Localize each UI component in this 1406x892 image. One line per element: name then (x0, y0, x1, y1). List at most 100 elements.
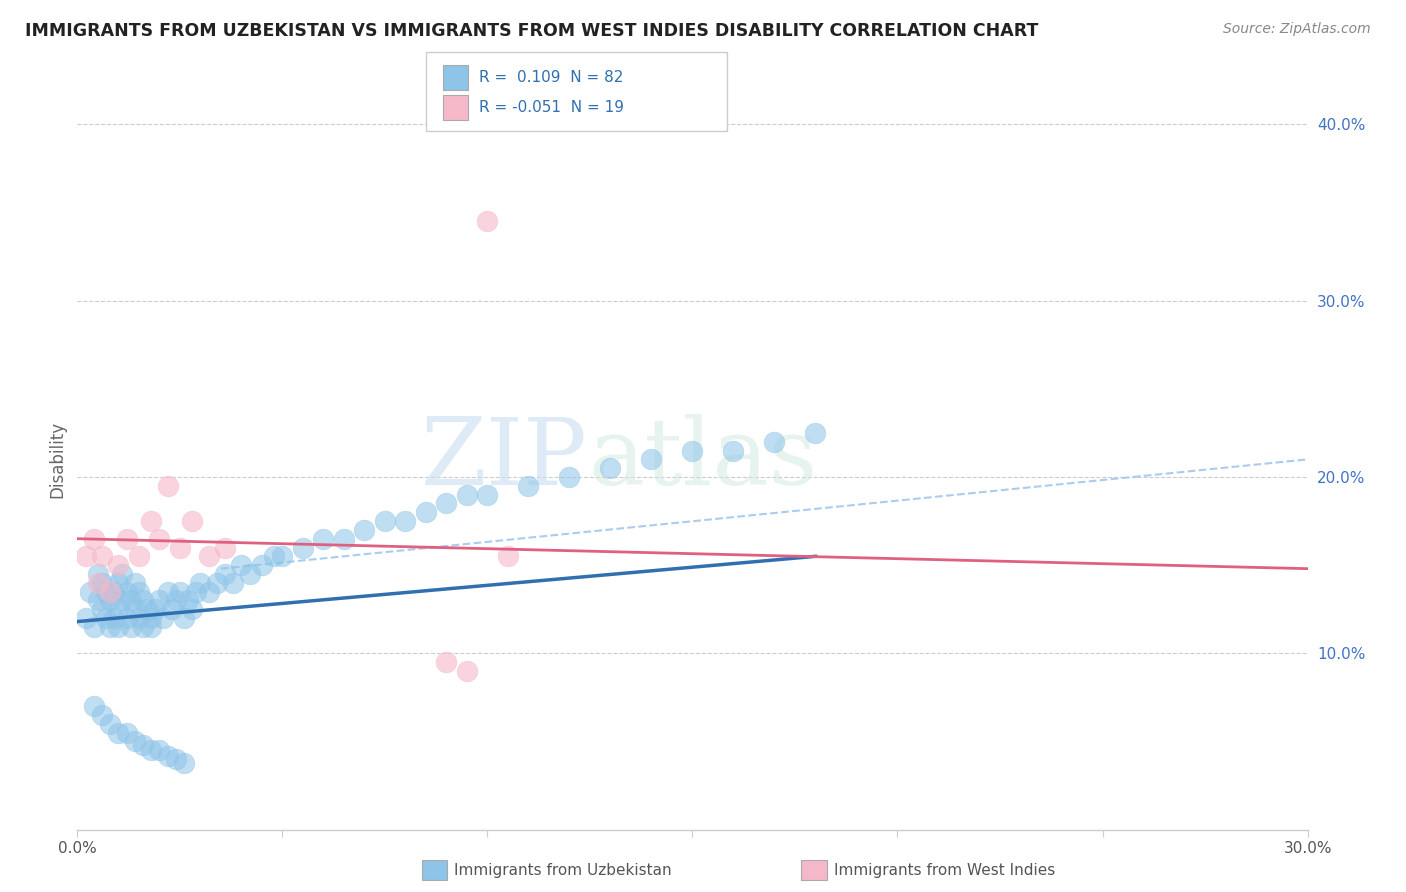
Point (152, 611, 174, 625)
Point (83, 532, 105, 546)
Point (456, 488, 478, 502)
Point (120, 593, 142, 607)
Point (98, 593, 121, 607)
Point (128, 611, 150, 625)
Point (271, 549, 294, 564)
Point (156, 584, 179, 599)
Point (353, 523, 375, 537)
Point (333, 532, 356, 546)
Text: Immigrants from Uzbekistan: Immigrants from Uzbekistan (454, 863, 672, 878)
Text: R = -0.051  N = 19: R = -0.051 N = 19 (479, 101, 624, 115)
Point (804, 425, 827, 440)
Point (181, 514, 204, 528)
Point (599, 461, 621, 475)
Point (94, 584, 117, 599)
Point (177, 593, 200, 607)
Text: atlas: atlas (588, 415, 817, 504)
Point (558, 470, 581, 484)
Point (90, 708, 114, 723)
Point (239, 566, 262, 581)
Point (763, 434, 786, 449)
Point (87, 566, 110, 581)
Point (87, 593, 110, 607)
Point (115, 532, 138, 546)
Point (181, 602, 204, 616)
Point (103, 584, 125, 599)
Y-axis label: Disability: Disability (48, 421, 66, 498)
Text: Immigrants from West Indies: Immigrants from West Indies (834, 863, 1054, 878)
Point (90, 602, 114, 616)
Point (132, 620, 155, 634)
Point (517, 479, 540, 493)
Point (312, 532, 335, 546)
Point (148, 593, 170, 607)
Point (477, 214, 499, 228)
Point (128, 549, 150, 564)
Point (98, 584, 121, 599)
Point (107, 558, 129, 573)
Point (107, 575, 129, 590)
Point (156, 748, 179, 763)
Point (231, 558, 253, 573)
Text: IMMIGRANTS FROM UZBEKISTAN VS IMMIGRANTS FROM WEST INDIES DISABILITY CORRELATION: IMMIGRANTS FROM UZBEKISTAN VS IMMIGRANTS… (25, 22, 1039, 40)
Point (143, 602, 166, 616)
Point (111, 566, 134, 581)
Point (120, 620, 142, 634)
Point (90, 549, 114, 564)
Point (124, 575, 146, 590)
Point (98, 716, 121, 731)
Point (115, 584, 138, 599)
Point (205, 575, 228, 590)
Point (87, 575, 110, 590)
Point (214, 566, 236, 581)
Point (124, 734, 146, 748)
Point (415, 505, 437, 519)
Point (165, 593, 187, 607)
Point (496, 549, 519, 564)
Point (98, 620, 121, 634)
Point (103, 611, 125, 625)
Point (141, 611, 163, 625)
Point (173, 756, 195, 770)
Point (394, 514, 416, 528)
Point (75, 611, 97, 625)
Point (374, 514, 396, 528)
Point (186, 584, 208, 599)
Point (160, 602, 183, 616)
Point (128, 584, 150, 599)
Text: R =  0.109  N = 82: R = 0.109 N = 82 (479, 70, 624, 85)
Point (90, 575, 114, 590)
Point (107, 725, 129, 739)
Point (173, 611, 195, 625)
Point (94, 611, 117, 625)
Point (436, 655, 458, 669)
Point (188, 575, 212, 590)
Point (107, 620, 129, 634)
Point (141, 743, 163, 757)
Point (141, 514, 163, 528)
Point (222, 575, 245, 590)
Point (682, 443, 704, 458)
Point (107, 602, 129, 616)
Point (132, 738, 155, 752)
Point (169, 541, 191, 555)
Text: ZIP: ZIP (422, 415, 588, 504)
Point (169, 584, 191, 599)
Point (197, 549, 219, 564)
Point (75, 549, 97, 564)
Point (83, 699, 105, 714)
Point (148, 743, 170, 757)
Point (477, 488, 499, 502)
Point (197, 584, 219, 599)
Text: Source: ZipAtlas.com: Source: ZipAtlas.com (1223, 22, 1371, 37)
Point (115, 725, 138, 739)
Point (115, 611, 138, 625)
Point (263, 549, 285, 564)
Point (83, 620, 105, 634)
Point (291, 541, 314, 555)
Point (436, 496, 458, 510)
Point (148, 532, 170, 546)
Point (456, 664, 478, 678)
Point (165, 752, 187, 766)
Point (136, 602, 159, 616)
